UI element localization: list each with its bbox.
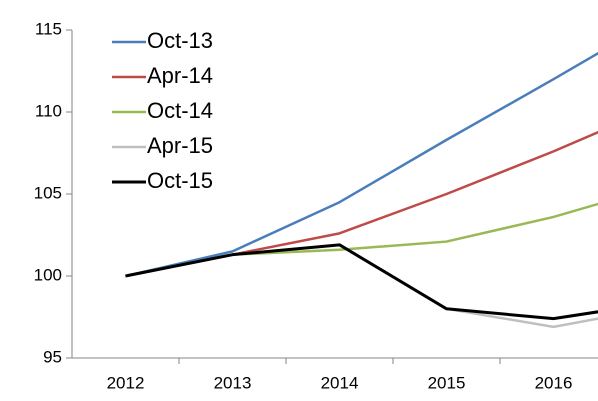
x-tick-label: 2016 — [535, 373, 573, 392]
x-tick-label: 2012 — [107, 373, 145, 392]
y-tick-label: 95 — [43, 347, 62, 366]
plot-area — [125, 51, 598, 329]
legend-label: Apr-14 — [147, 63, 213, 88]
legend-label: Oct-15 — [147, 168, 213, 193]
legend-label: Oct-13 — [147, 28, 213, 53]
x-tick-label: 2013 — [214, 373, 252, 392]
series-line — [125, 51, 598, 278]
x-tick-label: 2015 — [428, 373, 466, 392]
legend-label: Apr-15 — [147, 133, 213, 158]
x-tick-label: 2014 — [321, 373, 359, 392]
y-tick-label: 115 — [35, 19, 62, 38]
y-tick-label: 105 — [34, 183, 62, 202]
y-tick-label: 100 — [34, 265, 62, 284]
y-tick-label: 110 — [35, 101, 62, 120]
series-line — [125, 243, 598, 321]
legend-label: Oct-14 — [147, 98, 213, 123]
